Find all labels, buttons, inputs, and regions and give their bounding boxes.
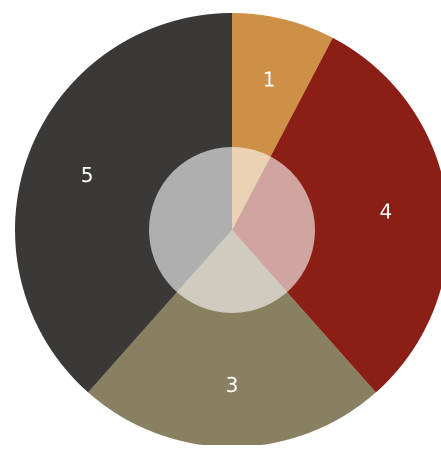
slice-label-4: 4 [380,199,393,223]
slice-label-1: 1 [263,68,276,92]
center-overlay-circle [149,147,315,313]
slice-label-5: 5 [81,163,94,187]
pie-slice-5 [14,12,232,393]
slice-label-3: 3 [226,373,239,397]
pie-slice-3 [88,230,376,448]
pie-slice-4 [232,37,441,393]
pie-labels: 1 4 3 5 [81,68,393,398]
